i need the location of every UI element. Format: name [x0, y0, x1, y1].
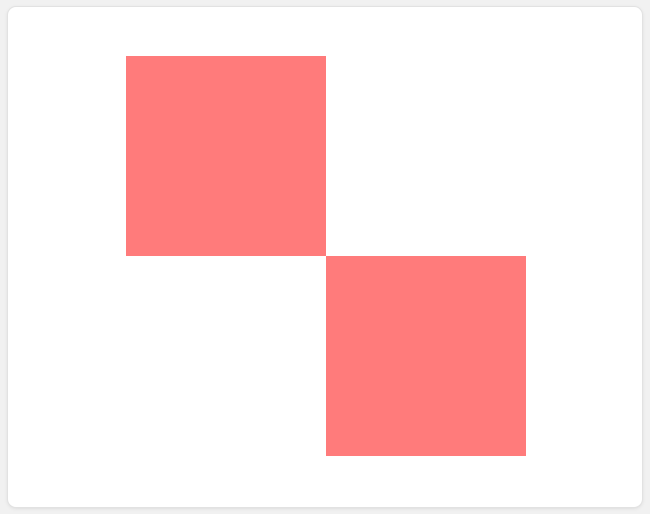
- red-square-bottom-right: [326, 256, 526, 456]
- red-square-top-left: [126, 56, 326, 256]
- canvas-card: [8, 7, 642, 507]
